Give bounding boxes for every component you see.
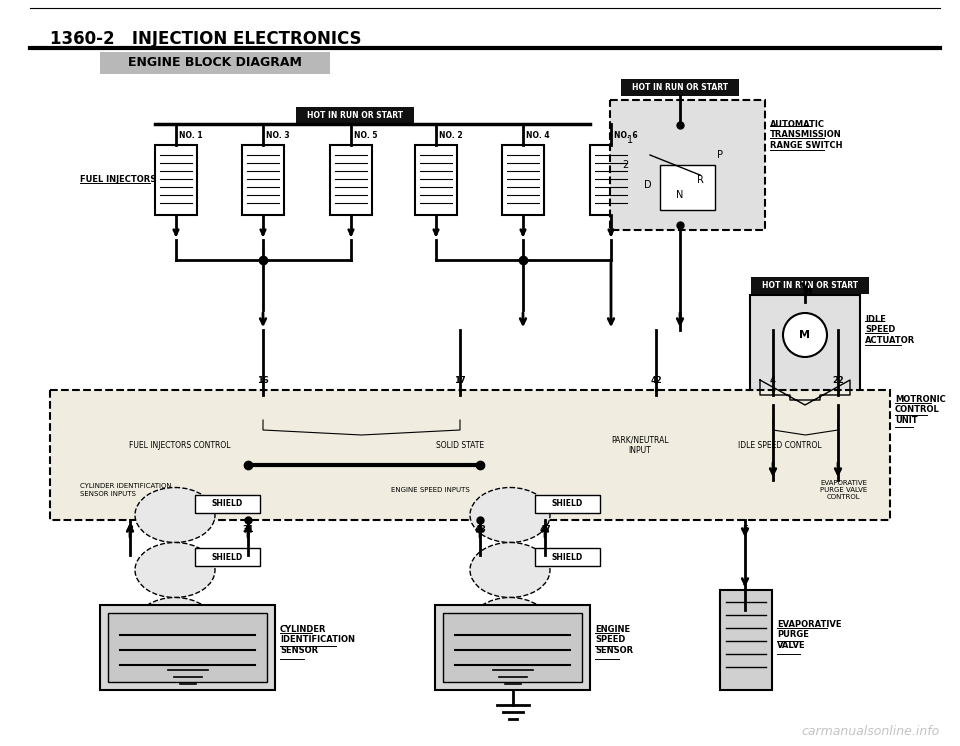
Ellipse shape [470, 598, 550, 653]
Text: AUTOMATIC
TRANSMISSION
RANGE SWITCH: AUTOMATIC TRANSMISSION RANGE SWITCH [770, 120, 843, 150]
Text: 8: 8 [127, 525, 132, 534]
Bar [443, 613, 582, 682]
Text: R: R [697, 175, 704, 185]
Bar [195, 495, 260, 513]
Bar [242, 145, 284, 215]
Text: HOT IN RUN OR START: HOT IN RUN OR START [632, 83, 728, 92]
Text: HOT IN RUN OR START: HOT IN RUN OR START [762, 280, 858, 289]
Text: FUEL INJECTORS CONTROL: FUEL INJECTORS CONTROL [130, 440, 230, 450]
Text: M: M [800, 330, 810, 340]
Text: CYLINDER
IDENTIFICATION
SENSOR: CYLINDER IDENTIFICATION SENSOR [280, 625, 355, 655]
Text: 1: 1 [627, 135, 633, 145]
Text: ENGINE
SPEED
SENSOR: ENGINE SPEED SENSOR [595, 625, 634, 655]
Bar [502, 145, 544, 215]
Bar [621, 78, 739, 95]
Text: FUEL INJECTORS: FUEL INJECTORS [80, 175, 156, 184]
Text: NO. 6: NO. 6 [614, 131, 637, 140]
Text: NO. 3: NO. 3 [266, 131, 290, 140]
Text: CYLINDER IDENTIFICATION
SENSOR INPUTS: CYLINDER IDENTIFICATION SENSOR INPUTS [80, 483, 172, 497]
Bar [108, 613, 267, 682]
Text: 48: 48 [474, 525, 486, 534]
Bar [720, 590, 772, 690]
Text: P: P [717, 150, 723, 160]
Ellipse shape [470, 487, 550, 542]
Text: 4: 4 [770, 376, 776, 385]
Text: 5: 5 [742, 525, 748, 534]
Text: HOT IN RUN OR START: HOT IN RUN OR START [307, 110, 403, 119]
Text: EVAPORATIVE
PURGE VALVE
CONTROL: EVAPORATIVE PURGE VALVE CONTROL [820, 480, 867, 500]
Text: 42: 42 [650, 376, 661, 385]
Text: SHIELD: SHIELD [551, 553, 583, 562]
Text: NO. 5: NO. 5 [354, 131, 377, 140]
Bar [535, 495, 600, 513]
Bar [50, 390, 890, 520]
Text: ENGINE BLOCK DIAGRAM: ENGINE BLOCK DIAGRAM [128, 57, 302, 69]
Text: EVAPORATIVE
PURGE
VALVE: EVAPORATIVE PURGE VALVE [777, 620, 842, 650]
Bar [155, 145, 197, 215]
Text: 1360-2   INJECTION ELECTRONICS: 1360-2 INJECTION ELECTRONICS [50, 30, 362, 48]
Text: ENGINE SPEED INPUTS: ENGINE SPEED INPUTS [391, 487, 469, 493]
Bar [100, 605, 275, 690]
Text: NO. 4: NO. 4 [526, 131, 550, 140]
Ellipse shape [470, 542, 550, 598]
Text: SHIELD: SHIELD [551, 500, 583, 509]
Text: carmanualsonline.info: carmanualsonline.info [802, 725, 940, 738]
Text: PARK/NEUTRAL
INPUT: PARK/NEUTRAL INPUT [612, 436, 669, 455]
Text: NO. 1: NO. 1 [179, 131, 203, 140]
Bar [330, 145, 372, 215]
Text: 47: 47 [540, 525, 551, 534]
Bar [590, 145, 632, 215]
Bar [660, 165, 715, 210]
Text: IDLE SPEED CONTROL: IDLE SPEED CONTROL [738, 440, 822, 450]
Ellipse shape [135, 487, 215, 542]
Text: IDLE
SPEED
ACTUATOR: IDLE SPEED ACTUATOR [865, 315, 915, 345]
Text: 16: 16 [257, 376, 269, 385]
Text: SHIELD: SHIELD [211, 553, 243, 562]
Bar [435, 605, 590, 690]
Bar [100, 52, 330, 74]
Ellipse shape [135, 598, 215, 653]
Bar [751, 277, 869, 293]
Text: SOLID STATE: SOLID STATE [436, 440, 484, 450]
Text: N: N [676, 190, 684, 200]
Text: 17: 17 [454, 376, 466, 385]
Bar [296, 107, 414, 124]
Text: MOTRONIC
CONTROL
UNIT: MOTRONIC CONTROL UNIT [895, 395, 946, 424]
Text: NO. 2: NO. 2 [439, 131, 463, 140]
Bar [535, 548, 600, 566]
Text: D: D [644, 180, 652, 190]
Ellipse shape [135, 542, 215, 598]
Circle shape [783, 313, 827, 357]
Bar [195, 548, 260, 566]
Bar [415, 145, 457, 215]
Text: 22: 22 [832, 376, 844, 385]
Text: 2: 2 [622, 160, 628, 170]
Text: 31: 31 [242, 525, 253, 534]
Text: SHIELD: SHIELD [211, 500, 243, 509]
Bar [750, 295, 860, 405]
Bar [610, 100, 765, 230]
